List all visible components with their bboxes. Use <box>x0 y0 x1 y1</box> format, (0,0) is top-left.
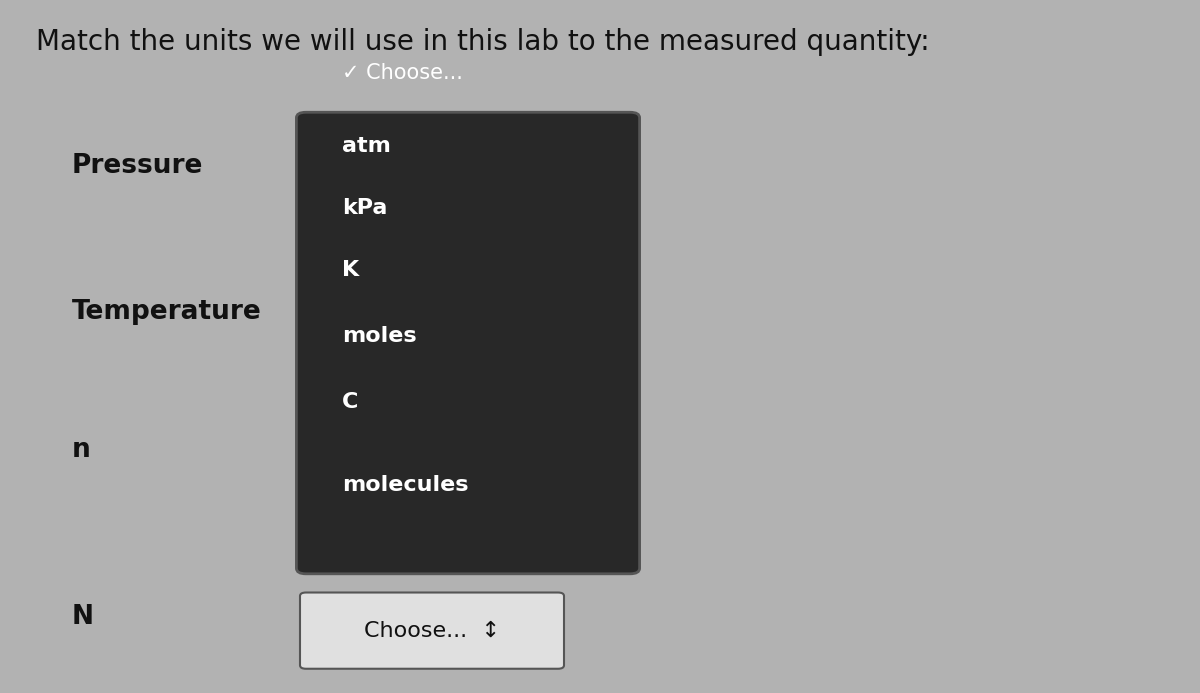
FancyBboxPatch shape <box>296 112 640 574</box>
Text: Match the units we will use in this lab to the measured quantity:: Match the units we will use in this lab … <box>36 28 930 55</box>
Text: N: N <box>72 604 94 630</box>
Text: K: K <box>342 261 359 280</box>
Text: Choose...  ↕: Choose... ↕ <box>364 621 500 640</box>
Text: kPa: kPa <box>342 198 388 218</box>
Text: C: C <box>342 392 359 412</box>
Text: moles: moles <box>342 326 416 346</box>
Text: ✓ Choose...: ✓ Choose... <box>342 63 463 82</box>
FancyBboxPatch shape <box>300 593 564 669</box>
Text: n: n <box>72 437 91 464</box>
Text: Temperature: Temperature <box>72 299 262 325</box>
Text: atm: atm <box>342 136 391 155</box>
Text: molecules: molecules <box>342 475 468 495</box>
Text: Pressure: Pressure <box>72 153 203 179</box>
